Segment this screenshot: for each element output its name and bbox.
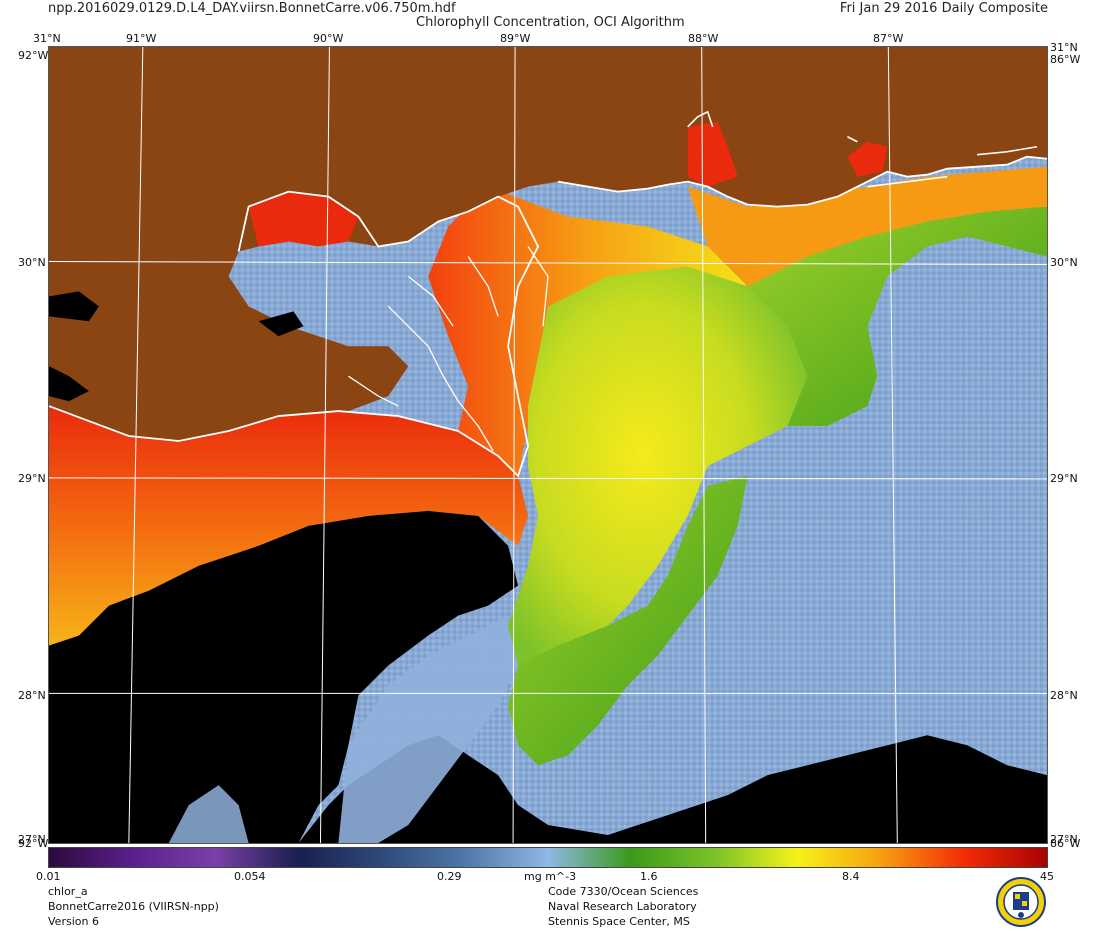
corner-label-top-right: 31°N [1050,41,1078,54]
lat-label-28n-right: 28°N [1050,689,1078,702]
corner-label-right-top: 86°W [1050,53,1081,66]
colorbar-tick-0: 0.01 [36,870,61,883]
colorbar-tick-5: 45 [1040,870,1054,883]
colorbar-tick-2: 0.29 [437,870,462,883]
colorbar-tick-1: 0.054 [234,870,266,883]
colorbar-tick-3: 1.6 [640,870,658,883]
land-mass [49,47,1047,442]
coastline [49,155,1047,478]
offshore-patch-far-south [168,785,249,843]
footer-code: Code 7330/Ocean Sciences [548,885,699,898]
source-filename: npp.2016029.0129.D.L4_DAY.viirsn.BonnetC… [48,1,456,16]
nearshore-high-chlorophyll [49,406,529,646]
black-patch-inland-3 [49,366,89,402]
footer-location: Stennis Space Center, MS [548,915,690,928]
barrier-islands [687,110,1038,188]
lat-label-30n-right: 30°N [1050,256,1078,269]
lat-label-28n-left: 28°N [18,689,46,702]
lon-label-91w: 91°W [126,32,157,45]
corner-label-top-left: 31°N [33,32,61,45]
footer-dataset: BonnetCarre2016 (VIIRSN-npp) [48,900,219,913]
no-data-region-southwest [49,510,519,843]
corner-label-bottom-right: 27°N [1050,833,1078,846]
lat-label-29n-right: 29°N [1050,472,1078,485]
colorbar [48,847,1048,868]
pensacola-bay [847,141,888,177]
footer-lab: Naval Research Laboratory [548,900,697,913]
lon-label-89w: 89°W [500,32,531,45]
no-data-patch-southeast [767,775,928,843]
colorbar-tick-4: 8.4 [842,870,860,883]
mobile-bay [687,121,738,187]
corner-label-right-bottom: 86°W [1050,837,1081,850]
lat-label-30n-left: 30°N [18,256,46,269]
lon-label-90w: 90°W [313,32,344,45]
black-patch-inland-2 [258,311,304,337]
corner-label-left-top: 92°W [18,49,49,62]
footer-version: Version 6 [48,915,99,928]
chlorophyll-map [48,46,1048,844]
colorbar-unit: mg m^-3 [524,870,577,883]
offshore-patch-south [338,615,519,843]
graticule [49,47,1047,843]
river-plume-core [508,266,808,686]
shelf-green-east [747,206,1047,427]
corner-label-left-bottom: 92°W [18,837,49,850]
composite-date: Fri Jan 29 2016 Daily Composite [839,1,1048,16]
lon-label-88w: 88°W [688,32,719,45]
map-title: Chlorophyll Concentration, OCI Algorithm [416,15,685,30]
lat-label-29n-left: 29°N [18,472,46,485]
footer-product: chlor_a [48,885,88,898]
mississippi-delta-islands [348,246,549,452]
black-patch-inland [49,291,99,322]
corner-label-bottom-left: 27°N [18,833,46,846]
lake-pontchartrain [248,191,359,247]
navy-seal-emblem-icon [996,877,1046,927]
lon-label-87w: 87°W [873,32,904,45]
coastal-orange-east [687,166,1047,287]
